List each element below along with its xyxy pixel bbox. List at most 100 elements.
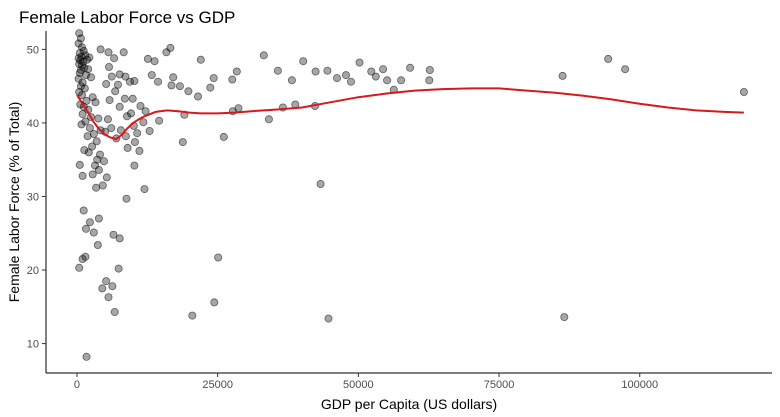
data-point bbox=[264, 115, 273, 124]
data-point bbox=[166, 43, 175, 52]
data-point bbox=[206, 83, 215, 92]
data-point bbox=[84, 148, 93, 157]
x-tick-label: 50000 bbox=[343, 379, 374, 391]
data-point bbox=[604, 54, 613, 63]
data-point bbox=[127, 109, 136, 118]
x-axis-label: GDP per Capita (US dollars) bbox=[321, 396, 497, 412]
data-point bbox=[167, 81, 176, 90]
data-point bbox=[316, 179, 325, 188]
data-point bbox=[78, 91, 87, 100]
data-point bbox=[88, 170, 97, 179]
data-point bbox=[153, 77, 162, 86]
data-point bbox=[739, 88, 748, 97]
y-tick-label: 10 bbox=[27, 339, 39, 351]
data-point bbox=[119, 48, 128, 57]
data-point bbox=[133, 129, 142, 138]
data-point bbox=[75, 88, 84, 97]
y-axis-ticks: 10 20 30 40 50 bbox=[27, 44, 46, 351]
data-point bbox=[102, 173, 111, 182]
data-point bbox=[425, 66, 434, 75]
data-point bbox=[79, 46, 88, 55]
data-point bbox=[123, 112, 132, 121]
data-point bbox=[80, 84, 89, 93]
data-point bbox=[184, 87, 193, 96]
plot-area bbox=[74, 29, 748, 361]
data-point bbox=[560, 313, 569, 322]
data-point bbox=[406, 63, 415, 72]
data-point bbox=[107, 72, 116, 81]
data-point bbox=[287, 76, 296, 85]
y-axis-label: Female Labor Force (% of Total) bbox=[6, 102, 22, 303]
data-point bbox=[98, 284, 107, 293]
data-point bbox=[367, 67, 376, 76]
data-point bbox=[107, 124, 116, 133]
smooth-trend-line bbox=[76, 87, 744, 141]
data-point bbox=[147, 71, 156, 80]
data-point bbox=[121, 72, 130, 81]
data-point bbox=[346, 77, 355, 86]
data-point bbox=[82, 352, 91, 361]
data-point bbox=[371, 72, 380, 81]
data-point bbox=[79, 206, 88, 215]
data-point bbox=[193, 92, 202, 101]
data-point bbox=[78, 254, 87, 263]
data-point bbox=[130, 77, 139, 86]
data-point bbox=[105, 96, 114, 105]
data-point bbox=[219, 132, 228, 141]
data-point bbox=[76, 82, 85, 91]
data-point bbox=[341, 71, 350, 80]
data-point bbox=[136, 102, 145, 111]
data-point bbox=[114, 80, 123, 89]
data-point bbox=[78, 110, 87, 119]
data-point bbox=[139, 118, 148, 127]
x-axis-ticks: 0 25000 50000 75000 100000 bbox=[74, 373, 658, 391]
data-point bbox=[228, 75, 237, 84]
data-point bbox=[83, 55, 92, 64]
data-point bbox=[110, 54, 119, 63]
data-point bbox=[80, 146, 89, 155]
data-point bbox=[196, 55, 205, 64]
data-point bbox=[102, 80, 111, 89]
data-point bbox=[93, 240, 102, 249]
data-point bbox=[108, 282, 117, 291]
data-point bbox=[83, 132, 92, 141]
data-point bbox=[130, 138, 139, 147]
data-point bbox=[82, 224, 91, 233]
data-point bbox=[323, 66, 332, 75]
data-point bbox=[383, 76, 392, 85]
data-point bbox=[104, 48, 113, 57]
data-point bbox=[397, 76, 406, 85]
data-point bbox=[109, 230, 118, 239]
data-point bbox=[178, 138, 187, 147]
data-point bbox=[259, 51, 268, 60]
data-point bbox=[102, 277, 111, 286]
x-tick-label: 0 bbox=[74, 379, 80, 391]
data-point bbox=[425, 76, 434, 85]
x-tick-label: 25000 bbox=[202, 379, 233, 391]
data-point bbox=[214, 253, 223, 262]
y-tick-label: 20 bbox=[27, 265, 39, 277]
y-tick-label: 30 bbox=[27, 191, 39, 203]
data-point bbox=[77, 120, 86, 129]
data-point bbox=[135, 146, 144, 155]
data-point bbox=[91, 98, 100, 107]
data-point bbox=[141, 107, 150, 116]
data-point bbox=[140, 185, 149, 194]
data-point bbox=[130, 161, 139, 170]
data-point bbox=[110, 307, 119, 316]
data-point bbox=[145, 127, 154, 136]
y-tick-label: 40 bbox=[27, 118, 39, 130]
data-point bbox=[85, 124, 94, 133]
data-point bbox=[324, 314, 333, 323]
data-point bbox=[169, 73, 178, 82]
data-point bbox=[332, 74, 341, 83]
data-point bbox=[115, 102, 124, 111]
data-point bbox=[94, 165, 103, 174]
y-tick-label: 50 bbox=[27, 44, 39, 56]
data-point bbox=[85, 53, 94, 62]
data-point bbox=[84, 65, 93, 74]
data-point bbox=[210, 298, 219, 307]
data-point bbox=[155, 116, 164, 125]
data-point bbox=[120, 94, 129, 103]
data-point bbox=[150, 57, 159, 66]
